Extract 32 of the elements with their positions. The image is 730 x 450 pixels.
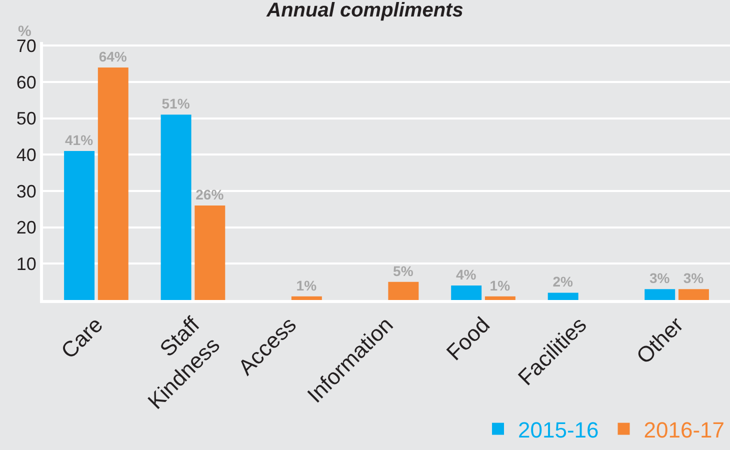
- data-label: 4%: [456, 266, 477, 282]
- data-label: 2%: [552, 274, 574, 290]
- data-label: 64%: [98, 48, 128, 64]
- data-label: 5%: [393, 262, 414, 279]
- bar: [484, 296, 516, 300]
- data-label: 1%: [490, 277, 511, 294]
- legend-label: 2015-16: [518, 417, 599, 442]
- data-label: 3%: [649, 270, 670, 286]
- bar: [451, 285, 482, 300]
- bar: [548, 292, 578, 300]
- chart-title: Annual compliments: [266, 0, 464, 22]
- data-label: 26%: [196, 186, 224, 203]
- x-tick-label: Care: [56, 312, 108, 364]
- y-tick-label: 10: [16, 254, 36, 274]
- y-tick-label: 20: [16, 218, 36, 238]
- bar: [160, 114, 192, 300]
- y-tick-label: 40: [16, 144, 36, 165]
- bar: [98, 67, 128, 300]
- data-label: 1%: [296, 277, 318, 294]
- bar: [291, 296, 322, 300]
- y-tick-label: 60: [16, 72, 36, 92]
- bar: [644, 289, 676, 300]
- bar: [678, 289, 709, 300]
- y-tick-label: 50: [16, 108, 36, 129]
- bar: [194, 206, 226, 300]
- bar: [388, 282, 419, 300]
- y-tick-label: 30: [16, 181, 36, 202]
- data-label: 41%: [65, 132, 94, 148]
- data-label: 3%: [683, 270, 704, 286]
- bar: [64, 151, 95, 300]
- legend-label: 2016-17: [644, 417, 724, 442]
- data-label: 51%: [162, 96, 190, 112]
